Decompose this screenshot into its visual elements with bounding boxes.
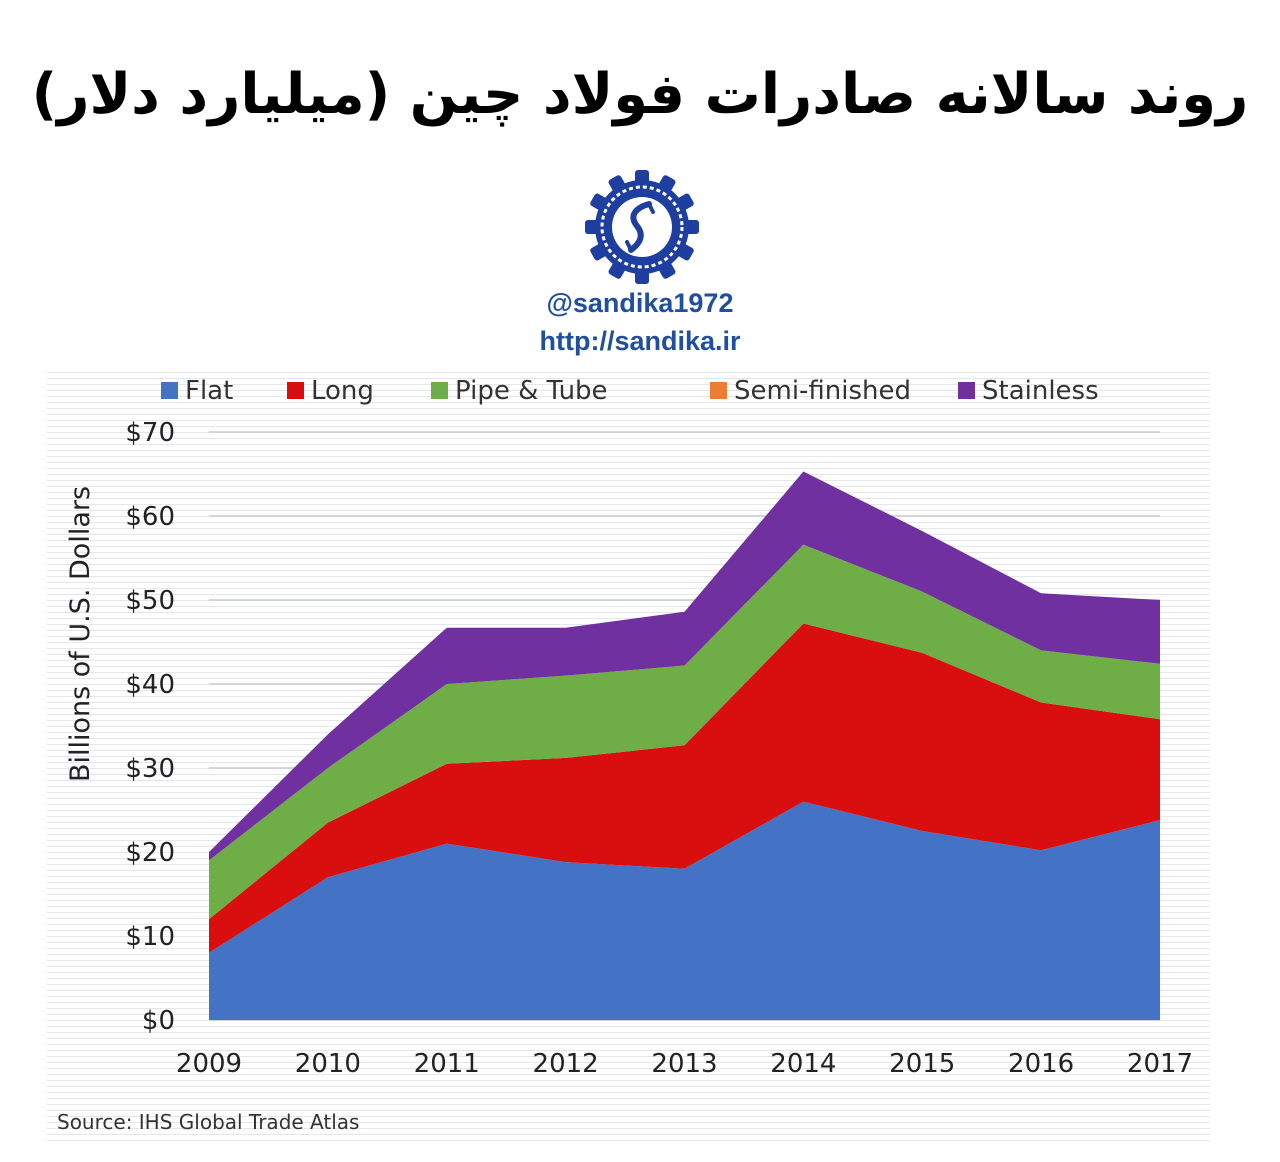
legend-label-flat: Flat xyxy=(185,376,233,406)
y-tick-label: $40 xyxy=(125,670,175,700)
area-series xyxy=(209,471,1160,1020)
x-tick-label: 2010 xyxy=(295,1049,361,1079)
legend-swatch-pipe-tube xyxy=(431,382,448,399)
y-tick-label: $10 xyxy=(125,922,175,952)
area-flat xyxy=(209,801,1160,1020)
area-stainless xyxy=(209,471,1160,861)
y-tick-label: $0 xyxy=(142,1006,175,1036)
source-note: Source: IHS Global Trade Atlas xyxy=(57,1110,360,1134)
channel-handle: @sandika1972 xyxy=(546,288,734,318)
y-tick-label: $60 xyxy=(125,502,175,532)
x-axis-ticks: 2009 2010 2011 2012 2013 2014 2015 2016 2017 xyxy=(176,1049,1193,1079)
y-tick-label: $20 xyxy=(125,838,175,868)
area-long xyxy=(209,623,1160,953)
area-pipe-tube xyxy=(209,544,1160,920)
chart-svg: Flat Long Pipe & Tube Semi-finished Stainles… xyxy=(65,376,1193,1079)
chart-panel: Flat Long Pipe & Tube Semi-finished Stainles… xyxy=(47,372,1210,1144)
legend: Flat Long Pipe & Tube Semi-finished Stainles… xyxy=(161,376,1099,406)
x-tick-label: 2009 xyxy=(176,1049,242,1079)
x-tick-label: 2011 xyxy=(414,1049,480,1079)
website-link[interactable]: http://sandika.ir xyxy=(539,326,741,356)
x-tick-label: 2012 xyxy=(533,1049,599,1079)
y-axis-ticks: $0 $10 $20 $30 $40 $50 $60 $70 xyxy=(125,418,175,1036)
y-tick-label: $50 xyxy=(125,586,175,616)
legend-label-long: Long xyxy=(311,376,374,406)
legend-swatch-stainless xyxy=(958,382,975,399)
y-tick-label: $30 xyxy=(125,754,175,784)
legend-swatch-flat xyxy=(161,382,178,399)
x-tick-label: 2017 xyxy=(1127,1049,1193,1079)
legend-swatch-long xyxy=(287,382,304,399)
x-tick-label: 2016 xyxy=(1008,1049,1074,1079)
y-tick-label: $70 xyxy=(125,418,175,448)
x-tick-label: 2015 xyxy=(889,1049,955,1079)
x-tick-label: 2013 xyxy=(651,1049,717,1079)
legend-label-pipe-tube: Pipe & Tube xyxy=(455,376,608,406)
x-tick-label: 2014 xyxy=(770,1049,836,1079)
legend-swatch-semi-finished xyxy=(710,382,727,399)
y-axis-label: Billions of U.S. Dollars xyxy=(65,486,96,782)
legend-label-stainless: Stainless xyxy=(982,376,1099,406)
legend-label-semi-finished: Semi-finished xyxy=(734,376,911,406)
sandika-logo-icon xyxy=(583,168,701,286)
page-title: روند سالانه صادرات فولاد چین (میلیارد دل… xyxy=(31,62,1250,127)
